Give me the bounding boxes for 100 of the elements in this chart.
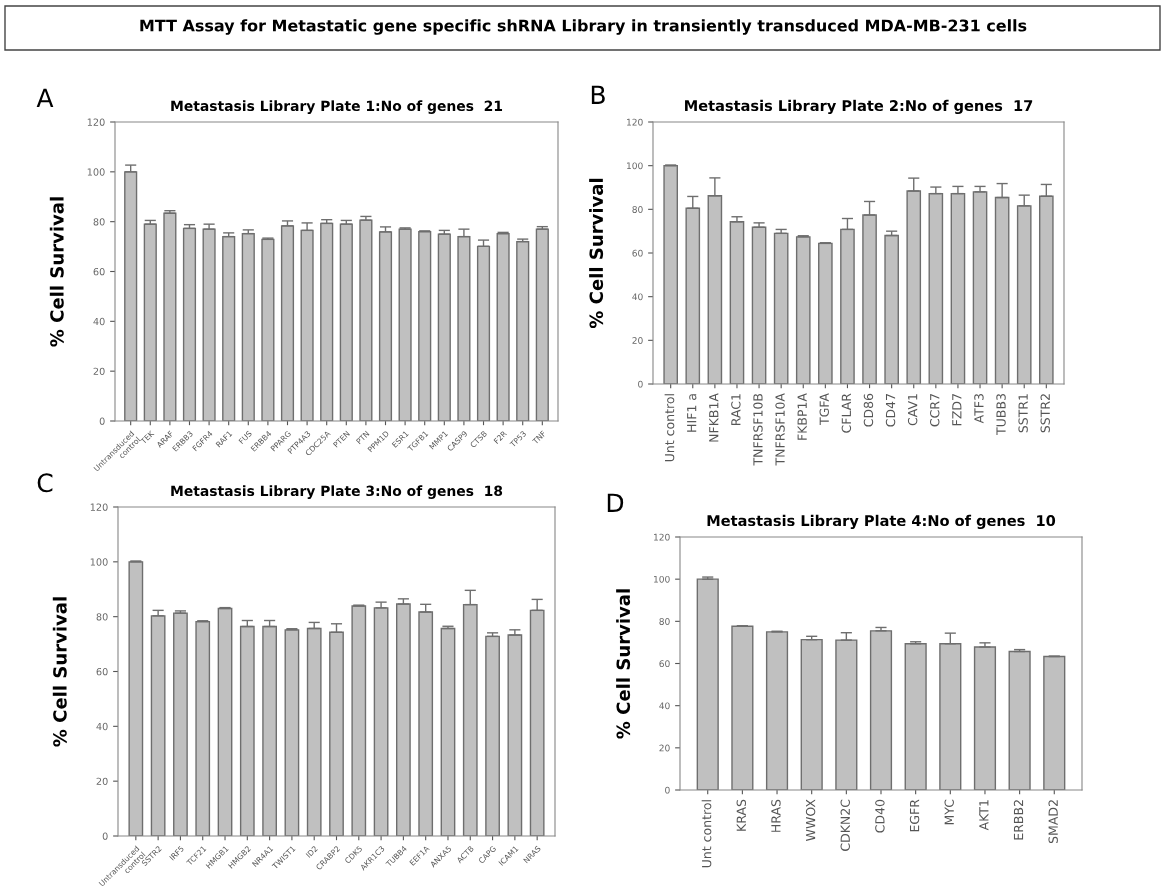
- x-tick-label: TNFRSF10A: [775, 393, 785, 466]
- y-tick-label: 0: [638, 380, 643, 388]
- x-tick-label: Unt control: [664, 394, 675, 462]
- bar: [476, 245, 491, 421]
- y-tick-label: 20: [659, 744, 670, 752]
- y-tick-label: 120: [627, 118, 643, 126]
- x-tick-label: EGFR: [909, 799, 920, 832]
- bar: [284, 629, 300, 836]
- text: D: [607, 493, 624, 512]
- y-axis-title: % Cell Survival: [49, 197, 64, 347]
- y-tick-label: 40: [659, 702, 670, 710]
- x-tick-label: NFKB1A: [709, 393, 719, 442]
- bar: [496, 232, 510, 421]
- y-axis-title: % Cell Survival: [52, 597, 67, 747]
- text: C: [37, 473, 53, 493]
- x-tick-label: TUBB3: [996, 394, 1006, 435]
- bar: [884, 234, 899, 384]
- bar: [1016, 205, 1032, 384]
- bar: [202, 228, 216, 421]
- y-tick-label: 80: [659, 618, 670, 625]
- x-tick-label: ERBB2: [1013, 800, 1024, 840]
- y-tick-label: 20: [96, 777, 108, 785]
- x-tick-label: CD86: [863, 393, 874, 427]
- x-tick-label: RAC1: [731, 394, 741, 425]
- bar: [124, 171, 138, 421]
- bar: [516, 240, 530, 421]
- bar: [320, 222, 334, 421]
- x-tick-label: AKT1: [979, 800, 989, 831]
- bar: [143, 223, 157, 421]
- y-tick-label: 80: [96, 613, 108, 621]
- x-tick-label: SSTR1: [1018, 394, 1028, 433]
- y-tick-label: 60: [632, 249, 643, 257]
- bar: [222, 235, 236, 421]
- bar: [904, 642, 927, 790]
- x-tick-label: HRAS: [771, 799, 781, 832]
- x-tick-label: CFLAR: [841, 393, 852, 433]
- bar: [262, 625, 277, 836]
- bar: [765, 631, 789, 790]
- y-tick-label: 20: [93, 367, 105, 375]
- y-tick-label: 60: [93, 267, 105, 276]
- bar: [378, 231, 393, 421]
- bar: [437, 233, 451, 421]
- bar: [163, 212, 177, 421]
- bar: [396, 603, 411, 836]
- chart-title: Metastasis Library Plate 2:No of genes 17: [685, 99, 1033, 115]
- bar: [339, 223, 353, 421]
- y-tick-label: 100: [87, 168, 105, 176]
- bar: [241, 232, 255, 421]
- chart-title: Metastasis Library Plate 3:No of genes 18: [171, 485, 503, 499]
- x-tick-label: CCR7: [930, 394, 940, 427]
- y-tick-label: 0: [102, 832, 108, 840]
- bar: [261, 238, 275, 421]
- bar: [398, 228, 412, 421]
- y-tick-label: 100: [90, 558, 108, 566]
- y-tick-label: 0: [99, 417, 105, 425]
- x-tick-label: CDKN2C: [840, 799, 850, 851]
- chart-title: Metastasis Library Plate 1:No of genes 21: [171, 100, 503, 114]
- x-tick-label: CD47: [885, 394, 896, 427]
- x-tick-label: WWOX: [805, 799, 816, 841]
- y-tick-label: 0: [665, 786, 670, 794]
- y-tick-label: 100: [654, 575, 670, 583]
- bar: [1008, 650, 1031, 790]
- bar: [485, 635, 500, 836]
- y-tick-label: 80: [632, 206, 643, 213]
- y-tick-label: 120: [90, 503, 108, 511]
- bar: [351, 605, 367, 836]
- bar: [973, 646, 997, 790]
- bar: [359, 219, 373, 421]
- text: A: [36, 88, 54, 107]
- x-tick-label: MYC: [944, 799, 954, 825]
- x-tick-label: KRAS: [736, 799, 747, 831]
- bar: [818, 242, 833, 384]
- bar: [373, 607, 389, 836]
- y-axis-title: % Cell Survival: [589, 178, 604, 329]
- y-axis-title: % Cell Survival: [616, 589, 631, 739]
- bar: [173, 612, 188, 836]
- chart-title: Metastasis Library Plate 4:No of genes 10: [707, 514, 1056, 530]
- x-tick-label: HIF1 a: [687, 394, 697, 432]
- bar: [795, 236, 811, 384]
- bar: [150, 615, 166, 836]
- y-tick-label: 20: [632, 337, 643, 344]
- y-tick-label: 40: [93, 317, 105, 326]
- bar: [1043, 655, 1066, 790]
- bar: [507, 634, 523, 836]
- x-tick-label: SSTR2: [1040, 394, 1050, 433]
- x-tick-label: CD40: [875, 799, 885, 833]
- bar: [972, 191, 988, 384]
- y-tick-label: 60: [659, 660, 670, 668]
- x-tick-label: Unt control: [701, 800, 712, 868]
- x-tick-label: FZD7: [952, 394, 962, 426]
- bar: [418, 230, 432, 421]
- y-tick-label: 120: [87, 118, 105, 126]
- y-tick-label: 120: [654, 533, 670, 541]
- x-tick-label: TGFA: [819, 393, 829, 425]
- bar: [195, 620, 211, 836]
- x-tick-label: CAV1: [907, 394, 918, 426]
- bar: [869, 630, 893, 790]
- bar: [217, 607, 233, 836]
- bar: [928, 192, 944, 384]
- bar: [306, 627, 322, 836]
